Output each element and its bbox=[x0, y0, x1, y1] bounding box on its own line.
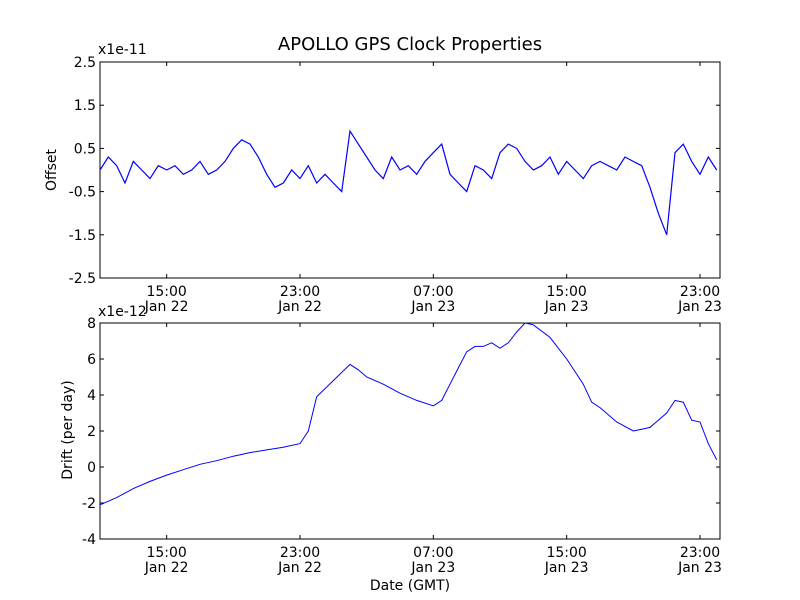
drift-y-tick-label: 6 bbox=[87, 352, 96, 368]
offset-x-tick-time-label: 07:00 bbox=[413, 284, 453, 300]
drift-x-tick-time-label: 23:00 bbox=[280, 545, 320, 561]
drift-y-tick-label: 4 bbox=[87, 388, 96, 404]
drift-exponent-label: x1e-12 bbox=[98, 304, 147, 320]
drift-series-group bbox=[99, 322, 718, 506]
offset-x-tick-date-label: Jan 23 bbox=[410, 299, 455, 315]
drift-x-tick-date-label: Jan 22 bbox=[277, 560, 322, 576]
offset-y-axis-label: Offset bbox=[44, 148, 60, 191]
drift-y-ticks: 8 6 4 2 0 -2 -4 bbox=[82, 316, 720, 548]
offset-x-tick-date-label: Jan 23 bbox=[544, 299, 589, 315]
offset-x-tick-time-label: 15:00 bbox=[546, 284, 586, 300]
offset-x-tick-date-label: Jan 22 bbox=[144, 299, 189, 315]
drift-y-axis-label: Drift (per day) bbox=[60, 380, 76, 479]
offset-x-tick-time-label: 15:00 bbox=[146, 284, 186, 300]
drift-x-axis-label: Date (GMT) bbox=[370, 578, 450, 594]
drift-y-tick-label: 2 bbox=[87, 424, 96, 440]
drift-y-tick-label: 8 bbox=[87, 316, 96, 332]
drift-x-tick-time-label: 07:00 bbox=[413, 545, 453, 561]
offset-y-tick-label: -2.5 bbox=[69, 271, 96, 287]
drift-x-tick-date-label: Jan 22 bbox=[144, 560, 189, 576]
drift-plot-frame bbox=[99, 322, 721, 540]
drift-x-tick-time-label: 15:00 bbox=[146, 545, 186, 561]
drift-x-tick-time-label: 15:00 bbox=[546, 545, 586, 561]
offset-exponent-label: x1e-11 bbox=[98, 42, 147, 58]
offset-y-tick-label: -1.5 bbox=[69, 228, 96, 244]
drift-x-tick-date-label: Jan 23 bbox=[677, 560, 722, 576]
drift-x-tick-time-label: 23:00 bbox=[680, 545, 720, 561]
offset-x-tick-time-label: 23:00 bbox=[680, 284, 720, 300]
drift-y-tick-label: -4 bbox=[82, 532, 96, 548]
drift-x-tick-date-label: Jan 23 bbox=[544, 560, 589, 576]
offset-plot-frame bbox=[99, 61, 721, 279]
offset-x-tick-date-label: Jan 22 bbox=[277, 299, 322, 315]
chart-title: APOLLO GPS Clock Properties bbox=[278, 34, 542, 55]
offset-y-tick-label: 2.5 bbox=[74, 55, 96, 71]
drift-y-tick-label: 0 bbox=[87, 460, 96, 476]
offset-y-tick-label: -0.5 bbox=[69, 185, 96, 201]
offset-series-line-0 bbox=[99, 129, 718, 236]
offset-x-tick-time-label: 23:00 bbox=[280, 284, 320, 300]
drift-y-tick-label: -2 bbox=[82, 496, 96, 512]
offset-y-tick-label: 1.5 bbox=[74, 98, 96, 114]
drift-x-tick-date-label: Jan 23 bbox=[410, 560, 455, 576]
offset-y-ticks: 2.5 1.5 0.5 -0.5 -1.5 -2.5 bbox=[69, 55, 720, 287]
offset-series-group bbox=[99, 129, 718, 236]
offset-y-tick-label: 0.5 bbox=[74, 141, 96, 157]
offset-x-tick-date-label: Jan 23 bbox=[677, 299, 722, 315]
drift-series-line-0 bbox=[99, 322, 718, 506]
